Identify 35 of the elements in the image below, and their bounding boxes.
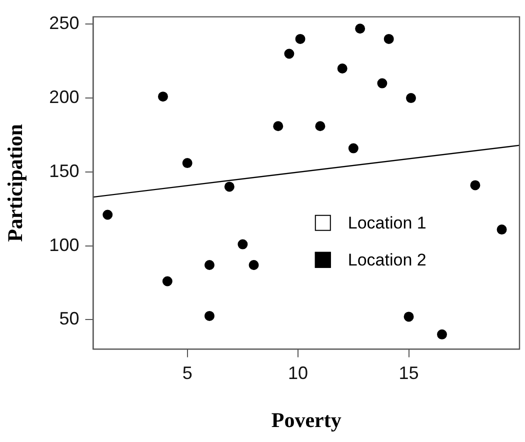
point [496, 224, 507, 235]
point [337, 64, 348, 74]
point [436, 329, 447, 340]
y-tick-label: 100 [49, 234, 80, 255]
point [355, 24, 366, 34]
x-tick-label: 5 [182, 362, 192, 383]
legend-label: Location 2 [348, 250, 426, 270]
y-tick-label: 50 [59, 308, 80, 329]
point [384, 34, 394, 44]
point [295, 34, 306, 44]
legend-label: Location 1 [348, 214, 426, 233]
point [284, 48, 294, 59]
point [162, 276, 172, 286]
point [224, 182, 234, 192]
point [248, 260, 259, 270]
point [204, 310, 214, 321]
y-tick-label: 250 [49, 13, 80, 34]
point [404, 312, 414, 322]
x-tick-label: 15 [398, 362, 419, 383]
point [273, 121, 284, 132]
point [470, 180, 480, 190]
y-tick-label: 200 [49, 87, 80, 108]
point [204, 260, 214, 270]
y-tick-label: 150 [49, 160, 80, 181]
point [348, 143, 358, 154]
y-axis-title: Participation [3, 124, 28, 242]
x-axis-title: Poverty [271, 408, 342, 432]
point [158, 92, 168, 102]
point [102, 210, 113, 220]
point [182, 158, 192, 168]
point [238, 239, 248, 250]
point [377, 78, 388, 88]
point [406, 93, 416, 104]
point [315, 121, 326, 132]
x-tick-label: 10 [288, 362, 308, 383]
